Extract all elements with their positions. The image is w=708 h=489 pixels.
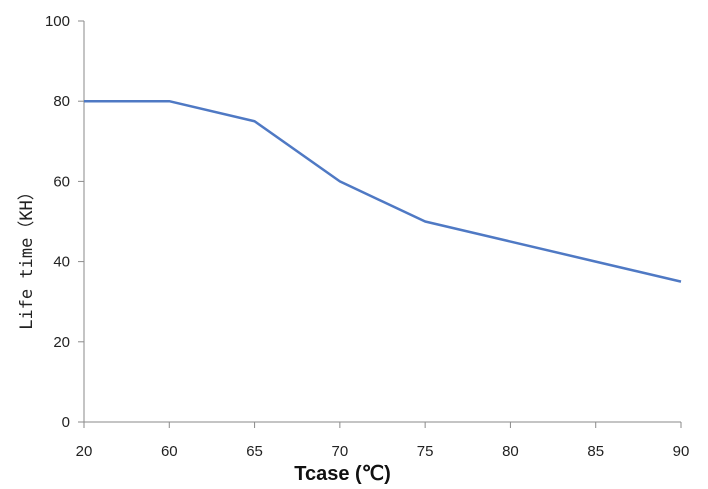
x-tick-label: 20 <box>76 443 93 460</box>
y-tick-label: 20 <box>53 334 70 351</box>
x-axis-title: Tcase (℃) <box>294 463 391 485</box>
y-tick-label: 100 <box>45 13 70 30</box>
y-tick-label: 40 <box>53 254 70 271</box>
x-tick-label: 90 <box>673 443 690 460</box>
x-tick-label: 75 <box>417 443 434 460</box>
series-line <box>84 99 682 283</box>
y-tick-marks <box>78 20 84 423</box>
y-axis-title: Life time（KH） <box>17 183 37 330</box>
x-tick-marks <box>83 422 682 428</box>
x-tick-label: 65 <box>246 443 263 460</box>
y-tick-label: 80 <box>53 93 70 110</box>
x-tick-label: 80 <box>502 443 519 460</box>
y-tick-label: 60 <box>53 173 70 190</box>
series-group <box>83 99 682 283</box>
x-tick-labels: 20 60 65 70 75 80 85 90 <box>76 443 690 460</box>
x-tick-label: 60 <box>161 443 178 460</box>
y-tick-label: 0 <box>62 414 70 431</box>
x-tick-label: 70 <box>332 443 349 460</box>
y-tick-labels: 0 20 40 60 80 100 <box>45 13 70 431</box>
x-tick-label: 85 <box>587 443 604 460</box>
